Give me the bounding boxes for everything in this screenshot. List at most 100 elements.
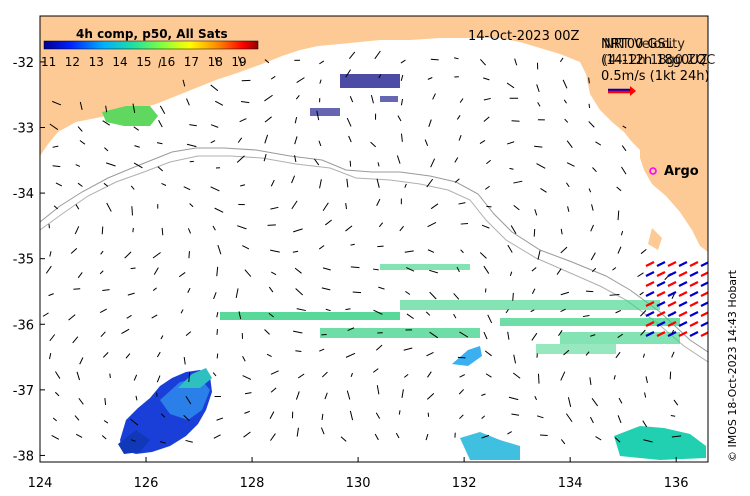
x-tick-label: 126 (134, 476, 159, 491)
velocity-vector (618, 397, 623, 404)
y-tick-label: -37 (13, 384, 34, 399)
velocity-vector (270, 249, 280, 253)
velocity-vector (424, 139, 429, 147)
velocity-vector (124, 251, 132, 259)
y-tick-label: -33 (13, 122, 34, 137)
velocity-vector (346, 117, 352, 127)
velocity-vector (102, 289, 110, 291)
velocity-vector (319, 60, 325, 65)
velocity-vector (152, 287, 157, 291)
velocity-vector (506, 82, 515, 89)
legend-line-b2: (4-12h 18g0 ZQC (603, 53, 715, 68)
velocity-vector (237, 137, 243, 143)
velocity-vector (151, 314, 158, 319)
radar-vector (645, 301, 655, 307)
velocity-vector (296, 77, 305, 84)
velocity-vector (670, 415, 676, 417)
velocity-vector (537, 373, 540, 384)
radar-vector (667, 271, 677, 277)
velocity-vector (322, 202, 329, 212)
velocity-vector (430, 158, 436, 168)
velocity-vector (640, 329, 646, 336)
velocity-vector (512, 292, 514, 301)
colorbar-tick-label: 11 (41, 55, 56, 69)
velocity-vector (313, 158, 320, 166)
radar-vector (656, 321, 666, 327)
velocity-vector (615, 351, 621, 359)
velocity-vector (537, 250, 541, 260)
velocity-vector (216, 312, 219, 318)
argo-label: Argo (664, 164, 699, 179)
velocity-vector (321, 287, 331, 291)
velocity-vector (263, 153, 267, 162)
velocity-vector (210, 124, 219, 128)
velocity-vector (270, 75, 276, 80)
velocity-vector (125, 353, 131, 359)
velocity-vector (585, 290, 594, 293)
velocity-vector (429, 291, 437, 300)
velocity-vector (79, 101, 83, 110)
velocity-vector (240, 101, 250, 104)
velocity-vector (400, 74, 404, 82)
velocity-vector (370, 141, 377, 148)
velocity-vector (514, 58, 518, 66)
velocity-vector (617, 246, 622, 254)
velocity-vector (54, 371, 61, 379)
velocity-vector (161, 182, 167, 186)
velocity-vector (102, 120, 111, 126)
radar-vector (678, 291, 688, 297)
velocity-vector (45, 265, 52, 274)
velocity-vector (121, 328, 130, 334)
velocity-vector (295, 94, 300, 100)
velocity-vector (189, 124, 197, 127)
velocity-vector (533, 228, 536, 237)
velocity-vector (453, 57, 459, 60)
velocity-vector (588, 77, 590, 84)
radar-vector (645, 321, 655, 327)
velocity-vector (615, 310, 622, 314)
radar-vector (689, 321, 699, 327)
radar-vector (689, 261, 699, 267)
velocity-vector (534, 209, 538, 216)
velocity-vector (429, 331, 439, 339)
velocity-vector (513, 354, 517, 364)
velocity-vector (291, 200, 298, 210)
velocity-vector (396, 155, 401, 164)
velocity-vector (671, 293, 676, 299)
velocity-vector (340, 436, 347, 442)
velocity-vector (345, 69, 351, 78)
velocity-vector (345, 202, 347, 210)
velocity-vector (428, 119, 432, 127)
radar-vector (656, 281, 666, 287)
velocity-vector (217, 244, 222, 255)
velocity-vector (481, 434, 490, 439)
velocity-vector (105, 162, 116, 167)
legend-line-a3: 0.5m/s (1kt 24h) (601, 69, 710, 84)
velocity-vector (508, 396, 519, 401)
argo-marker (649, 167, 657, 175)
velocity-vector (48, 293, 54, 297)
velocity-vector (242, 356, 246, 362)
velocity-vector (68, 314, 76, 321)
velocity-vector (296, 308, 306, 312)
date-label: 14-Oct-2023 00Z (468, 29, 580, 44)
velocity-vector (613, 375, 616, 380)
velocity-vector (374, 433, 379, 441)
velocity-vector (186, 143, 197, 148)
velocity-vector (130, 267, 136, 270)
velocity-vector (345, 352, 356, 358)
velocity-vector (271, 271, 277, 276)
velocity-vector (530, 309, 535, 313)
velocity-vector (319, 348, 325, 352)
colorbar-title: 4h comp, p50, All Sats (76, 27, 228, 41)
velocity-vector (188, 372, 191, 383)
velocity-vector (458, 389, 465, 395)
velocity-vector (324, 392, 328, 400)
velocity-vector (52, 145, 59, 148)
velocity-vector (405, 290, 411, 295)
velocity-vector (213, 292, 217, 300)
velocity-vector (511, 120, 520, 122)
velocity-vector (621, 166, 627, 175)
velocity-vector (210, 84, 219, 92)
